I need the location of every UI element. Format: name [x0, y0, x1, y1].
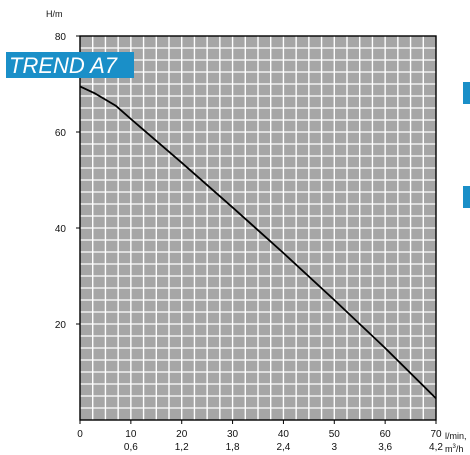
x-tick-label: 30 — [227, 429, 239, 440]
x-tick-label-secondary: 1,2 — [175, 442, 189, 453]
x-axis-unit-sup: 3 — [453, 444, 457, 450]
chart-title: TREND A7 — [9, 53, 118, 78]
x-tick-label: 50 — [329, 429, 341, 440]
x-tick-label-secondary: 2,4 — [276, 442, 290, 453]
y-axis-title: H/m — [46, 9, 63, 19]
grid-layer — [80, 36, 436, 420]
x-tick-label: 40 — [278, 429, 290, 440]
series-layer — [79, 85, 437, 400]
x-axis-unit-m: m — [445, 444, 453, 454]
y-tick-label: 20 — [55, 320, 67, 331]
x-axis-title-line1: l/min, — [445, 431, 467, 441]
ticks-layer: 0 10 0,6 20 1,2 30 1,8 40 2,4 50 3 60 3,6 70 4,2 20 40 60… — [55, 32, 444, 453]
x-tick-label-secondary: 4,2 — [429, 442, 443, 453]
side-tab-top — [463, 82, 470, 104]
y-tick-label: 40 — [55, 224, 67, 235]
y-tick-label: 80 — [55, 32, 67, 43]
x-tick-label: 0 — [77, 429, 83, 440]
side-tab-bottom — [463, 186, 470, 208]
x-tick-label-secondary: 3,6 — [378, 442, 392, 453]
x-tick-label: 20 — [176, 429, 188, 440]
title-box — [6, 52, 134, 78]
series-line — [79, 85, 437, 400]
x-tick-label-secondary: 1,8 — [226, 442, 240, 453]
x-axis-unit-h: /h — [456, 444, 464, 454]
x-tick-label: 10 — [125, 429, 137, 440]
x-tick-label-secondary: 0,6 — [124, 442, 138, 453]
y-tick-label: 60 — [55, 128, 67, 139]
x-tick-label: 70 — [430, 429, 442, 440]
x-tick-label: 60 — [380, 429, 392, 440]
x-tick-label-secondary: 3 — [332, 442, 338, 453]
x-axis-title-line2: m3/h — [445, 444, 463, 454]
